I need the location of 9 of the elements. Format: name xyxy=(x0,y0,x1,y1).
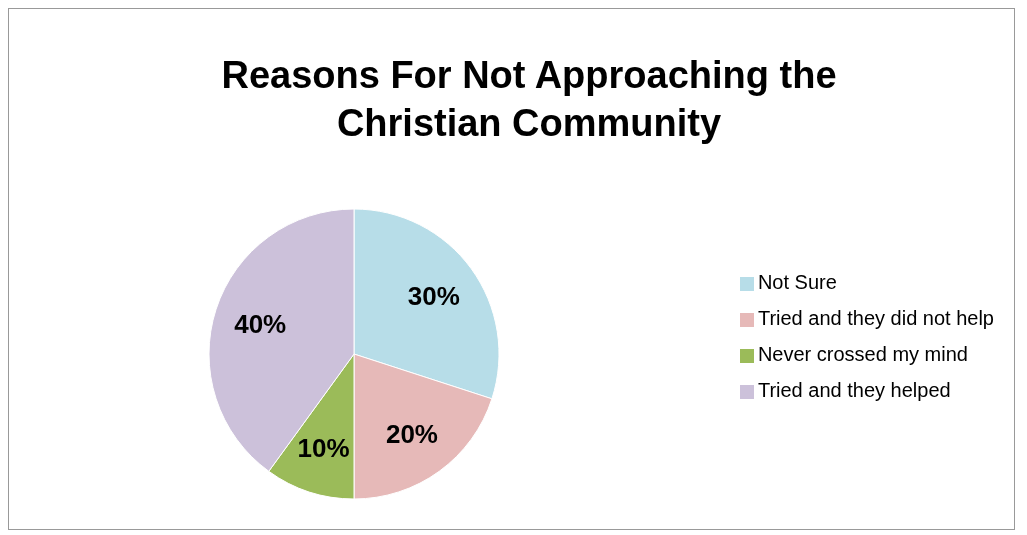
legend-label: Tried and they helped xyxy=(757,379,951,401)
legend-label: Never crossed my mind xyxy=(757,343,968,365)
legend-label: Tried and they did not help xyxy=(757,307,994,329)
legend-label: Not Sure xyxy=(757,271,837,293)
data-label: 10% xyxy=(297,432,350,463)
data-label: 20% xyxy=(385,418,438,449)
data-label: 30% xyxy=(407,281,460,312)
data-label: 40% xyxy=(234,308,287,339)
chart-title: Reasons For Not Approaching the Christian Community xyxy=(220,53,838,146)
